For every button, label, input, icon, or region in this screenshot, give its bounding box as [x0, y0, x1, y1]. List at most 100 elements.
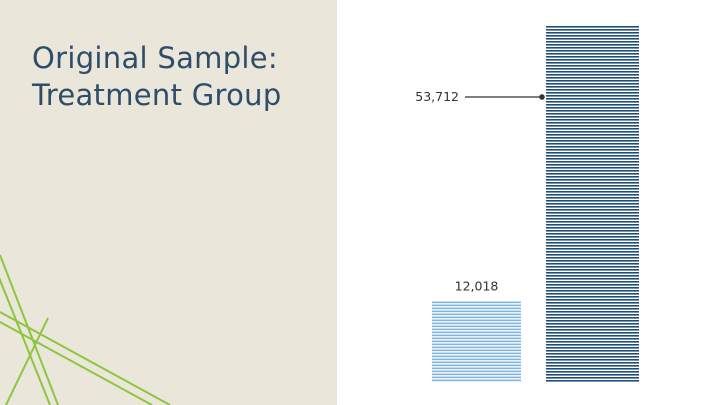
bar-1-stripe — [546, 209, 639, 211]
bar-1-stripe — [546, 263, 639, 265]
bar-1-stripe — [546, 323, 639, 325]
bar-0-stripe — [432, 304, 521, 307]
deco-line-5 — [5, 317, 49, 405]
left-panel: Original Sample: Treatment Group — [0, 0, 337, 405]
bar-treatment-53712 — [546, 26, 639, 382]
bar-1-stripe — [546, 83, 639, 85]
bar-1-stripe — [546, 299, 639, 301]
bar-1-stripe — [546, 80, 639, 82]
bar-0-stripe — [432, 340, 521, 343]
bar-1-stripe — [546, 161, 639, 163]
bar-1-stripe — [546, 38, 639, 40]
bar-1-stripe — [546, 149, 639, 151]
bar-1-stripe — [546, 344, 639, 346]
bar-1-stripe — [546, 101, 639, 103]
bar-1-stripe — [546, 371, 639, 373]
bar-1-stripe — [546, 164, 639, 166]
bar-0-stripe — [432, 352, 521, 355]
bar-1-stripe — [546, 308, 639, 310]
bar-1-stripe — [546, 26, 639, 28]
bar-1-stripe — [546, 359, 639, 361]
bar-0-stripe — [432, 322, 521, 325]
bar-0-stripe — [432, 310, 521, 313]
bar-1-stripe — [546, 278, 639, 280]
bar-1-stripe — [546, 92, 639, 94]
bar-1-stripe — [546, 368, 639, 370]
value-label-12018: 12,018 — [455, 279, 499, 294]
bar-0-stripe — [432, 307, 521, 310]
slide-title-line-1: Original Sample: — [32, 41, 279, 75]
bar-1-stripe — [546, 317, 639, 319]
bar-1-stripe — [546, 71, 639, 73]
bar-0-stripe — [432, 370, 521, 373]
bar-1-stripe — [546, 326, 639, 328]
bar-1-stripe — [546, 167, 639, 169]
bar-1-stripe — [546, 203, 639, 205]
bar-1-stripe — [546, 242, 639, 244]
bar-1-stripe — [546, 356, 639, 358]
bar-1-stripe — [546, 254, 639, 256]
slide-title-line-2: Treatment Group — [32, 78, 282, 112]
bar-1-stripe — [546, 140, 639, 142]
bar-0-stripe — [432, 316, 521, 319]
bar-1-stripe — [546, 284, 639, 286]
bar-1-stripe — [546, 146, 639, 148]
bar-1-stripe — [546, 77, 639, 79]
slide-title: Original Sample: Treatment Group — [32, 40, 282, 114]
bar-1-stripe — [546, 134, 639, 136]
bar-1-stripe — [546, 293, 639, 295]
value-label-53712: 53,712 — [415, 89, 459, 104]
deco-line-3 — [0, 311, 171, 405]
bar-1-stripe — [546, 116, 639, 118]
bar-1-stripe — [546, 107, 639, 109]
bar-1-stripe — [546, 236, 639, 238]
bar-1-stripe — [546, 182, 639, 184]
bar-1-stripe — [546, 53, 639, 55]
bar-1-stripe — [546, 200, 639, 202]
bar-1-stripe — [546, 377, 639, 379]
bar-0-stripe — [432, 301, 521, 304]
bar-0-stripe — [432, 373, 521, 376]
bar-0-stripe — [432, 313, 521, 316]
bar-1-stripe — [546, 74, 639, 76]
bar-1-stripe — [546, 194, 639, 196]
bar-1-stripe — [546, 335, 639, 337]
bar-1-stripe — [546, 332, 639, 334]
bar-1-stripe — [546, 314, 639, 316]
bar-1-stripe — [546, 143, 639, 145]
bar-treatment-12018 — [432, 301, 521, 382]
bar-1-stripe — [546, 374, 639, 376]
bar-0-stripe — [432, 358, 521, 361]
bar-1-stripe — [546, 128, 639, 130]
bar-1-stripe — [546, 269, 639, 271]
bar-1-stripe — [546, 173, 639, 175]
bar-1-stripe — [546, 257, 639, 259]
bar-1-stripe — [546, 251, 639, 253]
bar-1-stripe — [546, 230, 639, 232]
bar-1-stripe — [546, 347, 639, 349]
bar-1-stripe — [546, 35, 639, 37]
bar-1-stripe — [546, 260, 639, 262]
bar-0-stripe — [432, 319, 521, 322]
bar-1-stripe — [546, 86, 639, 88]
bar-1-stripe — [546, 113, 639, 115]
bar-1-stripe — [546, 227, 639, 229]
bar-1-stripe — [546, 56, 639, 58]
bar-1-stripe — [546, 98, 639, 100]
bar-1-stripe — [546, 272, 639, 274]
deco-line-1 — [0, 254, 59, 405]
bar-1-stripe — [546, 212, 639, 214]
deco-line-2 — [0, 277, 51, 405]
bar-1-stripe — [546, 119, 639, 121]
bar-1-stripe — [546, 221, 639, 223]
bar-1-stripe — [546, 296, 639, 298]
bar-1-stripe — [546, 68, 639, 70]
bar-1-stripe — [546, 47, 639, 49]
bar-1-stripe — [546, 302, 639, 304]
bar-0-stripe — [432, 343, 521, 346]
bar-0-stripe — [432, 349, 521, 352]
bar-1-stripe — [546, 89, 639, 91]
bar-1-stripe — [546, 131, 639, 133]
bar-1-stripe — [546, 65, 639, 67]
bar-0-stripe — [432, 355, 521, 358]
